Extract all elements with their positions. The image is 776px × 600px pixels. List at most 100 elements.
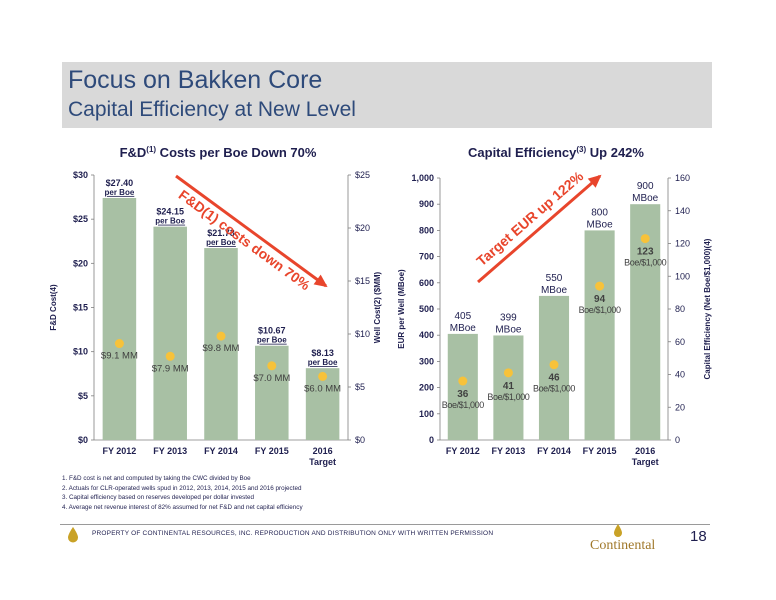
bar-unit-label: per Boe	[155, 217, 185, 226]
bar	[447, 333, 478, 440]
x-tick-label: FY 2014	[537, 446, 571, 456]
dot-value-label: 94	[594, 294, 606, 305]
dot-value-label: 41	[503, 381, 515, 392]
left-tick-label: 700	[419, 252, 434, 262]
marker-dot	[165, 351, 175, 361]
x-tick-label: FY 2015	[255, 446, 289, 456]
bar-value-label: 405	[454, 311, 471, 322]
left-tick-label: $30	[73, 170, 88, 180]
footnote-4: 4. Average net revenue interest of 82% a…	[62, 503, 303, 511]
page-title: Focus on Bakken Core	[68, 66, 323, 94]
left-tick-label: $25	[73, 214, 88, 224]
bar-unit-label: MBoe	[632, 193, 659, 204]
footnotes: 1. F&D cost is net and computed by takin…	[62, 474, 303, 512]
left-tick-label: 300	[419, 356, 434, 366]
dot-value-label: 36	[457, 389, 469, 400]
bar	[153, 226, 187, 440]
bar-value-label: 900	[637, 181, 654, 192]
left-tick-label: 400	[419, 330, 434, 340]
left-tick-label: 200	[419, 383, 434, 393]
right-tick-label: 140	[675, 206, 690, 216]
bar-unit-label: MBoe	[541, 285, 568, 296]
left-tick-label: $20	[73, 258, 88, 268]
left-axis-title: F&D Cost(4)	[49, 284, 58, 331]
left-tick-label: 1,000	[411, 173, 434, 183]
left-axis-title: EUR per Well (MBoe)	[397, 269, 406, 349]
page-subtitle: Capital Efficiency at New Level	[68, 98, 356, 121]
footer-divider	[60, 524, 710, 525]
bar-value-label: 550	[546, 273, 563, 284]
bar-unit-label: per Boe	[105, 188, 135, 197]
marker-dot	[267, 361, 277, 371]
marker-dot	[640, 234, 650, 244]
oil-drop-icon	[68, 527, 78, 543]
annotation-arrow-line	[477, 174, 601, 284]
right-tick-label: $15	[355, 276, 370, 286]
bar-value-label: 800	[591, 207, 608, 218]
marker-dot	[503, 368, 513, 378]
right-tick-label: $20	[355, 223, 370, 233]
marker-dot	[114, 339, 124, 349]
annotation-label: Target EUR up 122%	[473, 167, 586, 269]
x-tick-label: FY 2015	[583, 446, 617, 456]
dot-value-label: $9.1 MM	[101, 351, 138, 362]
footnote-1: 1. F&D cost is net and computed by takin…	[62, 475, 251, 482]
dot-unit-label: Boe/$1,000	[442, 400, 484, 410]
right-tick-label: 40	[675, 370, 685, 380]
bar-value-label: 399	[500, 312, 517, 323]
bar-value-label: $24.15	[156, 207, 184, 217]
bar-value-label: $21.73	[207, 228, 235, 238]
logo-drop-icon	[614, 524, 622, 537]
right-tick-label: 160	[675, 173, 690, 183]
annotation-arrow-head	[313, 274, 328, 288]
footnote-2: 2. Actuals for CLR-operated wells spud i…	[62, 484, 302, 492]
bar-unit-label: per Boe	[206, 238, 236, 247]
left-tick-label: $15	[73, 303, 88, 313]
dot-value-label: 123	[637, 247, 654, 258]
dot-unit-label: Boe/$1,000	[624, 258, 666, 268]
bar-value-label: $27.40	[106, 178, 134, 188]
x-tick-label: 2016	[635, 446, 655, 456]
bar-unit-label: MBoe	[587, 219, 614, 230]
annotation-arrow-head	[587, 174, 602, 188]
left-tick-label: 100	[419, 409, 434, 419]
right-tick-label: 80	[675, 304, 685, 314]
x-tick-label: FY 2013	[153, 446, 187, 456]
x-tick-label: FY 2013	[491, 446, 525, 456]
right-axis-title: Well Cost(2) ($MM)	[373, 271, 382, 343]
marker-dot	[216, 331, 226, 341]
marker-dot	[458, 376, 468, 386]
left-tick-label: 0	[429, 435, 434, 445]
left-tick-label: $10	[73, 347, 88, 357]
x-tick-label: 2016	[313, 446, 333, 456]
dot-value-label: $6.0 MM	[304, 383, 341, 394]
bar-unit-label: per Boe	[257, 336, 287, 345]
company-logo: Continental	[590, 538, 656, 553]
chart-title: Capital Efficiency(3) Up 242%	[468, 145, 644, 160]
left-tick-label: 800	[419, 225, 434, 235]
right-tick-label: $5	[355, 382, 365, 392]
footnote-3: 3. Capital efficiency based on reserves …	[62, 494, 255, 502]
bar-unit-label: per Boe	[308, 358, 338, 367]
bar	[204, 248, 238, 440]
page-number: 18	[690, 528, 707, 545]
bar-value-label: $8.13	[311, 348, 334, 358]
right-tick-label: 20	[675, 402, 685, 412]
dot-value-label: $7.9 MM	[152, 363, 189, 374]
right-axis-title: Capital Efficiency (Net Boe/$1,000)(4)	[703, 238, 712, 379]
left-tick-label: $5	[78, 391, 88, 401]
right-tick-label: $10	[355, 329, 370, 339]
bar	[102, 197, 137, 440]
bar	[630, 204, 661, 440]
dot-value-label: 46	[548, 373, 560, 384]
dot-value-label: $7.0 MM	[253, 373, 290, 384]
marker-dot	[549, 360, 559, 370]
right-tick-label: $25	[355, 170, 370, 180]
left-tick-label: 600	[419, 278, 434, 288]
marker-dot	[595, 281, 605, 291]
dot-value-label: $9.8 MM	[203, 343, 240, 354]
dot-unit-label: Boe/$1,000	[579, 305, 621, 315]
dot-unit-label: Boe/$1,000	[487, 392, 529, 402]
